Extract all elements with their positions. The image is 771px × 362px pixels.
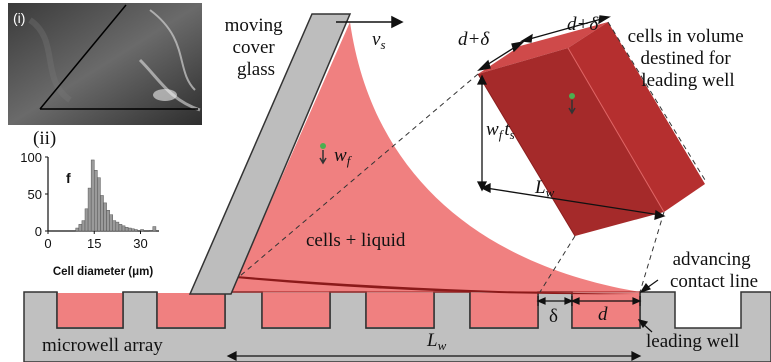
cell-diameter-histogram: 0 15 30 0 50 100 — [20, 150, 159, 251]
histogram-bar — [152, 226, 157, 232]
cell-dot-box — [569, 93, 575, 99]
histogram-bar — [97, 177, 101, 232]
label-vs: vs — [372, 29, 386, 52]
histogram-bar — [118, 224, 123, 232]
histogram-bar — [75, 227, 80, 232]
microwell-leading — [572, 293, 640, 327]
label-wf: wf — [334, 145, 353, 168]
histogram-bar — [134, 229, 138, 232]
label-moving-cover-glass: moving cover glass — [225, 15, 288, 80]
liquid-meniscus — [232, 22, 640, 292]
histogram-bar — [131, 228, 135, 232]
microwell-filled-5 — [470, 293, 538, 327]
histogram-x-tick-label: 30 — [133, 236, 147, 251]
histogram-bar — [81, 220, 86, 232]
projection-lines — [239, 21, 706, 293]
histogram-x-tick-label: 0 — [44, 236, 51, 251]
histogram-bar — [109, 214, 113, 232]
histogram-panel-letter: f — [66, 170, 71, 186]
label-advancing-contact-line: advancing contact line — [670, 249, 758, 292]
histogram-bar — [87, 187, 92, 232]
histogram-bar — [84, 208, 89, 232]
histogram-x-label: Cell diameter (μm) — [53, 266, 154, 278]
histogram-bar — [112, 220, 117, 232]
cell-dot-liquid — [320, 143, 326, 149]
label-wf-ts: wf ts — [486, 119, 515, 142]
histogram-bar — [100, 195, 104, 232]
moving-cover-glass — [188, 13, 352, 295]
histogram-x-tick-label: 15 — [87, 236, 101, 251]
histogram-bar — [94, 170, 98, 232]
cell-layer-sliver — [236, 276, 640, 295]
label-d-plus-delta-left: d+δ — [458, 29, 490, 50]
inset-i-label: (i) — [13, 10, 25, 26]
histogram-bar — [121, 225, 126, 232]
histogram-bar — [90, 159, 95, 232]
volume-box-top — [478, 22, 608, 74]
microwell-filled-1 — [57, 293, 123, 327]
histogram-y-tick-label: 50 — [28, 187, 42, 202]
histogram-bar — [78, 224, 83, 232]
inset-micrograph: (i) — [8, 3, 202, 125]
label-delta: δ — [549, 306, 558, 327]
histogram-bar — [103, 202, 107, 232]
histogram-y-tick-label: 100 — [20, 150, 42, 165]
volume-box-front — [478, 48, 664, 236]
microwell-filled-3 — [262, 293, 330, 327]
histogram-bar — [140, 229, 144, 232]
volume-box-side — [568, 22, 705, 212]
label-lw-box: Lw — [534, 177, 555, 200]
histogram-bar — [149, 230, 154, 232]
histogram-bar — [124, 227, 129, 232]
histogram-bar — [106, 210, 110, 232]
histogram-bar — [115, 221, 120, 232]
label-cells-in-volume: cells in volume destined for leading wel… — [628, 26, 749, 91]
histogram-bar — [127, 227, 132, 232]
label-leading-well: leading well — [646, 331, 739, 352]
label-d-plus-delta-right: d+δ — [567, 14, 599, 35]
label-cells-liquid: cells + liquid — [306, 230, 406, 251]
histogram-y-tick-label: 0 — [35, 224, 42, 239]
label-microwell-array: microwell array — [42, 335, 163, 356]
label-d: d — [598, 304, 608, 325]
microwell-filled-2 — [157, 293, 225, 327]
inset-ii-label: (ii) — [33, 128, 56, 149]
microwell-filled-4 — [366, 293, 434, 327]
label-lw-bottom: Lw — [426, 330, 447, 353]
